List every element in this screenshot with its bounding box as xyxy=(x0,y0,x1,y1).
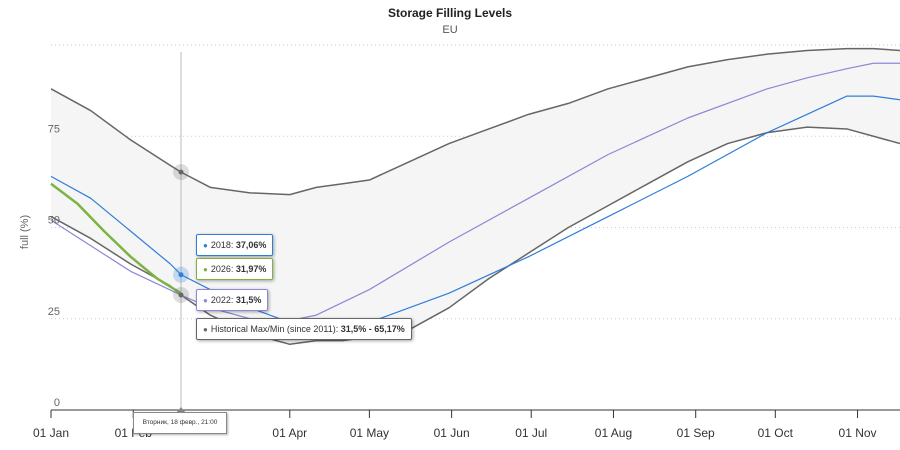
tooltip-2026-marker: ● xyxy=(203,265,208,274)
crosshair-pointer xyxy=(176,407,187,413)
tooltip-historical: ● Historical Max/Min (since 2011): 31,5% … xyxy=(196,318,412,340)
y-tick-label: 25 xyxy=(48,306,60,318)
tooltip-historical-label: Historical Max/Min (since 2011): xyxy=(210,324,341,334)
tooltip-2018-value: 37,06% xyxy=(235,240,267,250)
x-tick-label: 01 Jul xyxy=(515,426,547,440)
y-tick-label: 0 xyxy=(54,397,60,409)
tooltip-2026-label: 2026: xyxy=(210,264,236,274)
x-tick-label: 01 Jun xyxy=(434,426,470,440)
x-tick-label: 01 Apr xyxy=(272,426,307,440)
crosshair xyxy=(173,52,190,413)
x-tick-label: 01 Nov xyxy=(839,426,877,440)
y-tick-label: 75 xyxy=(48,123,60,135)
y-axis-title: full (%) xyxy=(19,215,31,249)
tooltip-2022-marker: ● xyxy=(203,296,208,305)
x-tick-label: 01 Sep xyxy=(677,426,715,440)
tooltip-2026-value: 31,97% xyxy=(235,264,267,274)
tooltip-2022-label: 2022: xyxy=(210,295,236,305)
y-tick-label: 50 xyxy=(48,215,60,227)
tooltip-2018: ● 2018: 37,06% xyxy=(196,234,274,256)
tooltip-2022-value: 31,5% xyxy=(235,295,262,305)
series-line-2026 xyxy=(50,182,182,295)
tooltip-2018-marker: ● xyxy=(203,241,208,250)
hover-marker xyxy=(178,169,184,175)
hover-marker xyxy=(178,292,184,298)
crosshair-date-label: Вторник, 18 февр., 21:00 xyxy=(133,412,227,434)
x-tick-label: 01 May xyxy=(350,426,389,440)
chart-title: Storage Filling Levels xyxy=(387,6,513,20)
x-tick-label: 01 Aug xyxy=(595,426,632,440)
chart-subtitle: EU xyxy=(442,24,458,36)
tooltip-historical-marker: ● xyxy=(203,325,208,334)
tooltip-2022: ● 2022: 31,5% xyxy=(196,289,269,311)
tooltip-2026: ● 2026: 31,97% xyxy=(196,258,274,280)
tooltip-2018-label: 2018: xyxy=(210,240,236,250)
tooltip-historical-value: 31,5% - 65,17% xyxy=(340,324,405,334)
hover-marker xyxy=(178,272,184,278)
x-tick-label: 01 Oct xyxy=(758,426,794,440)
x-tick-label: 01 Jan xyxy=(33,426,69,440)
